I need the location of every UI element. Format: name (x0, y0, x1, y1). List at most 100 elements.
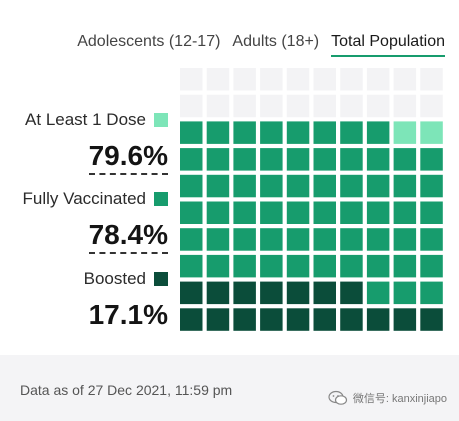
waffle-cell-fully-vaccinated (206, 148, 230, 171)
waffle-cell-empty (233, 94, 256, 118)
waffle-cell-empty (313, 68, 336, 91)
waffle-cell-fully-vaccinated (366, 228, 390, 251)
waffle-cell-empty (260, 68, 283, 91)
waffle-cell-boosted (286, 281, 310, 305)
waffle-cell-fully-vaccinated (313, 174, 336, 198)
waffle-cell-fully-vaccinated (286, 174, 310, 198)
waffle-cell-fully-vaccinated (260, 254, 283, 278)
waffle-cell-empty (286, 68, 310, 91)
first-dose-swatch (154, 113, 168, 127)
waffle-cell-fully-vaccinated (206, 121, 230, 144)
waffle-cell-boosted (206, 281, 230, 305)
tab-total-population[interactable]: Total Population (331, 33, 445, 57)
first-dose-label-text: At Least 1 Dose (25, 110, 146, 129)
waffle-cell-empty (180, 94, 203, 118)
waffle-cell-fully-vaccinated (260, 174, 283, 198)
waffle-cell-empty (393, 94, 417, 118)
waffle-cell-empty (180, 68, 203, 91)
waffle-cell-first-dose (420, 121, 443, 144)
waffle-cell-fully-vaccinated (340, 174, 363, 198)
waffle-cell-fully-vaccinated (366, 201, 390, 224)
waffle-cell-fully-vaccinated (393, 281, 417, 305)
waffle-cell-fully-vaccinated (260, 121, 283, 144)
tab-adults[interactable]: Adults (18+) (232, 33, 320, 50)
waffle-cell-boosted (233, 281, 256, 305)
waffle-cell-fully-vaccinated (233, 121, 256, 144)
waffle-cell-fully-vaccinated (180, 228, 203, 251)
waffle-cell-fully-vaccinated (180, 254, 203, 278)
waffle-cell-fully-vaccinated (420, 254, 443, 278)
waffle-cell-fully-vaccinated (366, 174, 390, 198)
waffle-cell-empty (206, 94, 230, 118)
waffle-cell-boosted (340, 308, 363, 331)
waffle-cell-empty (366, 68, 390, 91)
waffle-cell-fully-vaccinated (393, 254, 417, 278)
waffle-cell-boosted (233, 308, 256, 331)
waffle-cell-boosted (260, 308, 283, 331)
waffle-cell-fully-vaccinated (313, 201, 336, 224)
waffle-cell-first-dose (393, 121, 417, 144)
fully-vaccinated-swatch (154, 192, 168, 206)
waffle-cell-fully-vaccinated (180, 148, 203, 171)
waffle-cell-fully-vaccinated (286, 201, 310, 224)
waffle-cell-fully-vaccinated (340, 121, 363, 144)
waffle-cell-boosted (393, 308, 417, 331)
waffle-cell-empty (420, 68, 443, 91)
waffle-cell-fully-vaccinated (393, 148, 417, 171)
boosted-label: Boosted (84, 269, 168, 289)
waffle-cell-fully-vaccinated (313, 254, 336, 278)
vaccination-waffle-chart (180, 68, 443, 331)
waffle-cell-boosted (420, 308, 443, 331)
fully-vaccinated-label-text: Fully Vaccinated (22, 189, 146, 208)
waffle-cell-fully-vaccinated (393, 174, 417, 198)
waffle-cell-fully-vaccinated (206, 254, 230, 278)
waffle-cell-fully-vaccinated (286, 121, 310, 144)
waffle-cell-empty (420, 94, 443, 118)
waffle-cell-fully-vaccinated (340, 228, 363, 251)
fully-vaccinated-label: Fully Vaccinated (23, 189, 168, 209)
waffle-cell-fully-vaccinated (393, 201, 417, 224)
waffle-cell-fully-vaccinated (206, 228, 230, 251)
waffle-cell-fully-vaccinated (260, 228, 283, 251)
waffle-cell-fully-vaccinated (420, 281, 443, 305)
waffle-cell-empty (206, 68, 230, 91)
waffle-cell-empty (260, 94, 283, 118)
waffle-cell-boosted (366, 308, 390, 331)
boosted-label-text: Boosted (83, 269, 146, 288)
wechat-text: 微信号: kanxinjiapo (352, 393, 447, 405)
waffle-cell-fully-vaccinated (420, 228, 443, 251)
waffle-cell-boosted (286, 308, 310, 331)
boosted-value: 17.1% (88, 299, 168, 330)
boosted-swatch (154, 272, 168, 286)
tab-adolescents[interactable]: Adolescents (12-17) (77, 33, 221, 50)
waffle-cell-fully-vaccinated (340, 201, 363, 224)
waffle-cell-fully-vaccinated (233, 201, 256, 224)
data-timestamp: Data as of 27 Dec 2021, 11:59 pm (20, 382, 233, 398)
waffle-cell-boosted (313, 308, 336, 331)
waffle-cell-boosted (206, 308, 230, 331)
waffle-cell-fully-vaccinated (286, 228, 310, 251)
waffle-cell-fully-vaccinated (313, 148, 336, 171)
fully-vaccinated-value[interactable]: 78.4% (88, 218, 168, 254)
waffle-cell-fully-vaccinated (340, 254, 363, 278)
first-dose-value[interactable]: 79.6% (88, 139, 168, 175)
waffle-cell-fully-vaccinated (233, 174, 256, 198)
waffle-cell-empty (393, 68, 417, 91)
waffle-cell-fully-vaccinated (420, 148, 443, 171)
waffle-cell-fully-vaccinated (313, 121, 336, 144)
waffle-cell-fully-vaccinated (366, 148, 390, 171)
waffle-cell-fully-vaccinated (180, 174, 203, 198)
waffle-cell-boosted (340, 281, 363, 305)
waffle-cell-fully-vaccinated (233, 254, 256, 278)
waffle-cell-fully-vaccinated (260, 148, 283, 171)
waffle-cell-empty (313, 94, 336, 118)
waffle-cell-fully-vaccinated (206, 174, 230, 198)
waffle-cell-fully-vaccinated (206, 201, 230, 224)
waffle-cell-empty (340, 68, 363, 91)
waffle-cell-fully-vaccinated (366, 121, 390, 144)
waffle-cell-fully-vaccinated (313, 228, 336, 251)
waffle-cell-empty (366, 94, 390, 118)
waffle-cell-fully-vaccinated (286, 148, 310, 171)
population-tabs: Adolescents (12-17) Adults (18+) Total P… (77, 33, 445, 57)
waffle-cell-boosted (313, 281, 336, 305)
